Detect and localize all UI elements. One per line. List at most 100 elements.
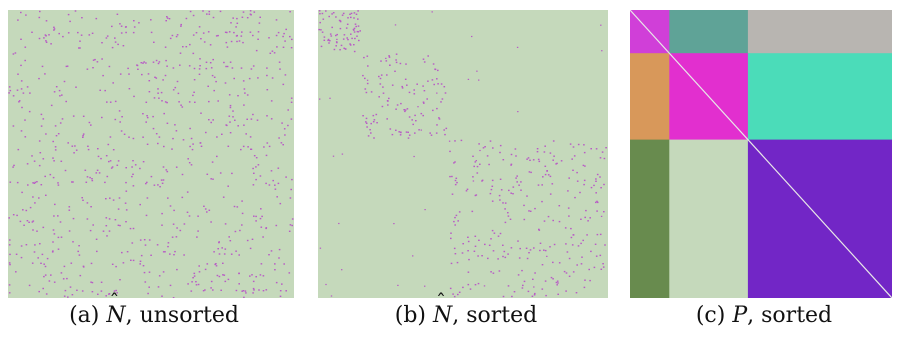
matrix-dot <box>194 101 196 103</box>
matrix-dot <box>449 150 451 153</box>
matrix-dot <box>378 75 380 78</box>
matrix-dot <box>71 294 74 296</box>
matrix-dot <box>28 284 31 287</box>
matrix-dot <box>109 136 112 138</box>
matrix-dot <box>422 114 424 117</box>
matrix-dot <box>42 158 45 160</box>
matrix-dot <box>14 52 17 54</box>
matrix-dot <box>33 160 36 162</box>
matrix-dot <box>20 64 22 67</box>
matrix-dot <box>150 19 152 21</box>
matrix-dot <box>55 135 58 137</box>
matrix-dot <box>12 95 15 97</box>
matrix-dot <box>43 275 45 278</box>
matrix-dot <box>278 257 280 259</box>
matrix-dot <box>476 165 479 168</box>
matrix-dot <box>595 255 598 257</box>
matrix-dot <box>115 265 117 268</box>
matrix-dot <box>336 38 338 40</box>
matrix-dot <box>552 159 554 161</box>
matrix-dot <box>231 172 233 175</box>
matrix-dot <box>37 257 39 259</box>
matrix-dot <box>77 31 79 34</box>
matrix-dot <box>268 37 270 39</box>
matrix-dot <box>346 37 348 39</box>
matrix-dot <box>529 210 532 212</box>
matrix-dot <box>156 244 159 246</box>
matrix-dot <box>172 137 174 140</box>
matrix-dot <box>534 207 536 210</box>
matrix-dot <box>398 131 400 133</box>
block-2-0 <box>630 139 670 298</box>
matrix-dot <box>161 224 163 226</box>
matrix-dot <box>274 188 277 190</box>
matrix-dot <box>339 20 342 22</box>
matrix-dot <box>162 179 165 181</box>
matrix-dot <box>126 251 129 253</box>
matrix-dot <box>97 148 99 150</box>
matrix-dot <box>399 131 402 133</box>
matrix-dot <box>81 17 83 19</box>
matrix-dot <box>67 13 70 16</box>
matrix-dot <box>357 10 359 12</box>
matrix-dot <box>487 257 489 260</box>
matrix-dot <box>38 16 41 19</box>
matrix-dot <box>179 229 182 232</box>
matrix-dot <box>191 281 193 283</box>
matrix-dot <box>188 101 191 103</box>
matrix-dot <box>53 91 56 93</box>
matrix-dot <box>280 142 283 144</box>
matrix-dot <box>118 110 121 112</box>
matrix-dot <box>424 285 426 287</box>
matrix-dot <box>214 263 216 266</box>
matrix-dot <box>397 284 399 286</box>
matrix-dot <box>198 73 201 75</box>
matrix-dot <box>108 65 111 68</box>
matrix-dot <box>196 236 198 238</box>
matrix-dot <box>342 12 345 15</box>
matrix-dot <box>277 182 280 185</box>
matrix-dot <box>593 184 595 187</box>
matrix-dot <box>365 91 368 94</box>
matrix-dot <box>229 132 232 134</box>
matrix-dot <box>268 145 271 148</box>
matrix-dot <box>105 217 108 219</box>
matrix-dot <box>61 94 63 96</box>
matrix-dot <box>549 152 552 154</box>
caption-b: (b) N, sorted <box>360 289 572 328</box>
matrix-dot <box>241 290 243 292</box>
matrix-dot <box>274 269 276 271</box>
matrix-dot <box>57 236 60 239</box>
matrix-dot <box>17 148 20 151</box>
matrix-dot <box>533 247 535 249</box>
matrix-dot <box>205 67 208 70</box>
matrix-dot <box>252 65 255 67</box>
matrix-dot <box>109 197 111 199</box>
matrix-dot <box>16 181 19 184</box>
matrix-dot <box>277 167 280 169</box>
matrix-dot <box>171 236 174 238</box>
matrix-dot <box>422 101 425 103</box>
matrix-dot <box>255 166 257 168</box>
matrix-dot <box>560 160 563 162</box>
matrix-dot <box>255 220 257 222</box>
matrix-dot <box>414 114 416 117</box>
matrix-dot <box>91 281 94 284</box>
matrix-dot <box>82 133 85 135</box>
matrix-dot <box>266 74 268 77</box>
matrix-dot <box>525 247 528 249</box>
matrix-dot <box>9 253 11 256</box>
matrix-dot <box>86 218 89 220</box>
matrix-dot <box>132 259 135 262</box>
matrix-dot <box>448 140 451 142</box>
matrix-dot <box>161 100 163 102</box>
matrix-dot <box>353 31 356 33</box>
matrix-dot <box>164 251 166 253</box>
matrix-dot <box>492 250 495 252</box>
matrix-dot <box>262 290 265 292</box>
matrix-dot <box>467 250 469 252</box>
matrix-dot <box>224 82 227 84</box>
matrix-dot <box>224 248 227 250</box>
matrix-dot <box>283 263 285 265</box>
matrix-dot <box>372 114 375 117</box>
